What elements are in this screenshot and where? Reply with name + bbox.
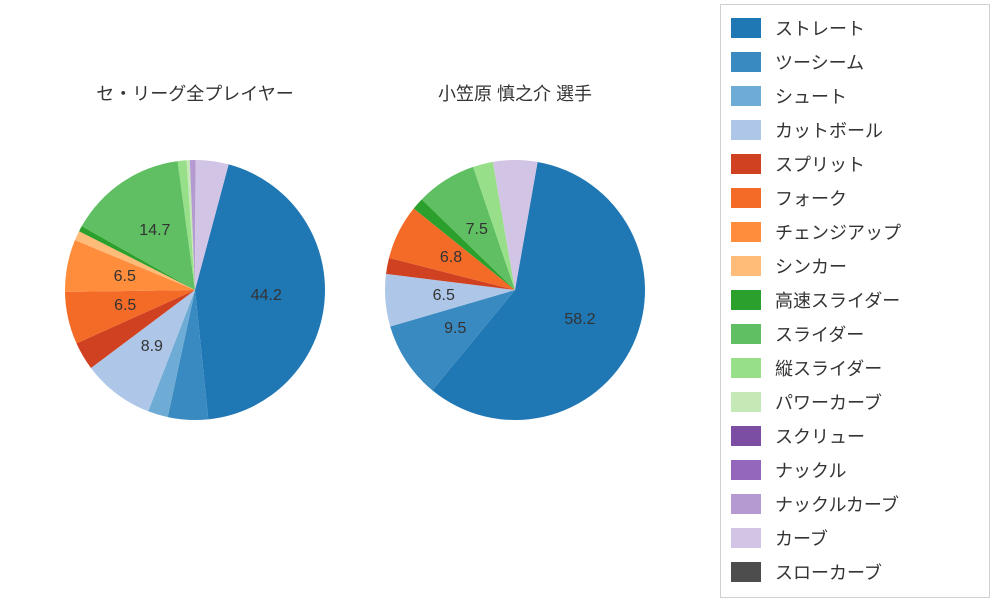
legend-swatch (731, 358, 761, 378)
legend-label: シンカー (775, 253, 847, 279)
legend-swatch (731, 52, 761, 72)
legend-swatch (731, 324, 761, 344)
legend-item: カットボール (731, 113, 979, 147)
legend-swatch (731, 86, 761, 106)
legend-item: カーブ (731, 521, 979, 555)
pie-chart (63, 158, 327, 422)
legend-label: スローカーブ (775, 559, 882, 585)
legend-label: ナックル (775, 457, 846, 483)
legend-label: ナックルカーブ (775, 491, 899, 517)
legend-item: ナックル (731, 453, 979, 487)
legend-item: スライダー (731, 317, 979, 351)
legend-label: ストレート (775, 15, 865, 41)
legend-item: ナックルカーブ (731, 487, 979, 521)
legend-item: 高速スライダー (731, 283, 979, 317)
legend-label: シュート (775, 83, 847, 109)
legend-swatch (731, 222, 761, 242)
legend: ストレートツーシームシュートカットボールスプリットフォークチェンジアップシンカー… (720, 4, 990, 598)
pie-title: 小笠原 慎之介 選手 (345, 80, 685, 106)
legend-swatch (731, 494, 761, 514)
legend-swatch (731, 460, 761, 480)
legend-item: スプリット (731, 147, 979, 181)
legend-label: パワーカーブ (775, 389, 882, 415)
legend-item: シンカー (731, 249, 979, 283)
legend-swatch (731, 188, 761, 208)
legend-item: チェンジアップ (731, 215, 979, 249)
pie-title: セ・リーグ全プレイヤー (25, 80, 365, 106)
legend-item: スローカーブ (731, 555, 979, 589)
legend-swatch (731, 528, 761, 548)
legend-swatch (731, 120, 761, 140)
legend-label: フォーク (775, 185, 847, 211)
legend-label: スプリット (775, 151, 865, 177)
legend-swatch (731, 562, 761, 582)
legend-item: ストレート (731, 11, 979, 45)
legend-swatch (731, 256, 761, 276)
legend-item: ツーシーム (731, 45, 979, 79)
legend-label: 縦スライダー (775, 355, 882, 381)
legend-label: スクリュー (775, 423, 865, 449)
legend-swatch (731, 392, 761, 412)
legend-label: ツーシーム (775, 49, 864, 75)
legend-label: カットボール (775, 117, 883, 143)
legend-swatch (731, 18, 761, 38)
legend-label: 高速スライダー (775, 287, 900, 313)
legend-item: フォーク (731, 181, 979, 215)
pie-chart-area: セ・リーグ全プレイヤー44.28.96.56.514.7小笠原 慎之介 選手58… (0, 0, 700, 600)
legend-swatch (731, 290, 761, 310)
pie-chart (383, 158, 647, 422)
legend-swatch (731, 154, 761, 174)
legend-item: スクリュー (731, 419, 979, 453)
legend-item: シュート (731, 79, 979, 113)
legend-label: カーブ (775, 525, 828, 551)
chart-container: セ・リーグ全プレイヤー44.28.96.56.514.7小笠原 慎之介 選手58… (0, 0, 1000, 600)
legend-item: パワーカーブ (731, 385, 979, 419)
legend-swatch (731, 426, 761, 446)
legend-item: 縦スライダー (731, 351, 979, 385)
legend-label: スライダー (775, 321, 864, 347)
legend-label: チェンジアップ (775, 219, 901, 245)
